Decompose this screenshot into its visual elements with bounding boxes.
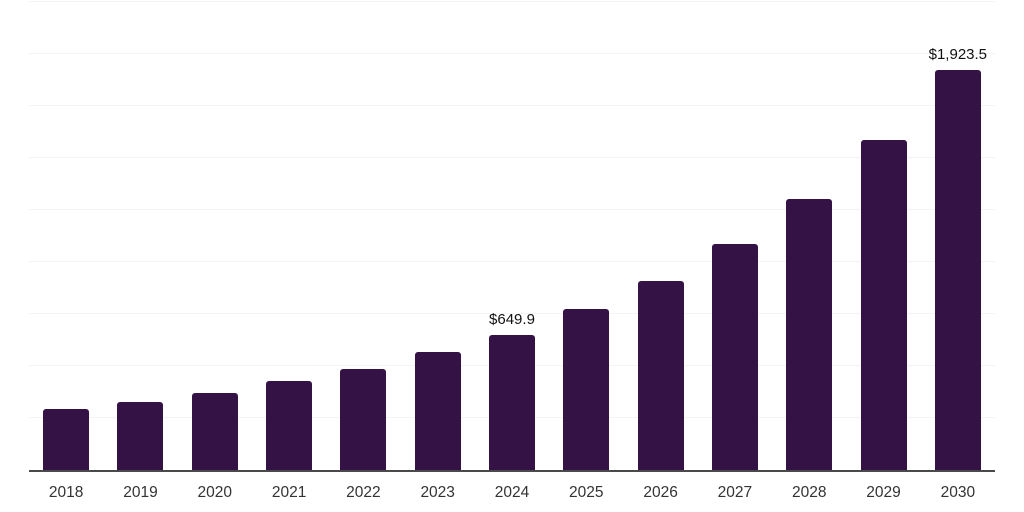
bar-column-2020 <box>178 2 252 470</box>
x-tick-label-2029: 2029 <box>866 484 901 501</box>
bar-2028[interactable] <box>786 198 833 470</box>
x-tick-label-2018: 2018 <box>48 484 84 501</box>
gridline <box>29 157 995 158</box>
bar-column-2018 <box>29 2 103 470</box>
x-tick-label-2020: 2020 <box>197 484 232 501</box>
x-tick-label-2030: 2030 <box>940 484 976 501</box>
bar-2025[interactable] <box>563 309 610 470</box>
bar-2022[interactable] <box>340 368 387 470</box>
x-tick-label-2021: 2021 <box>271 484 307 501</box>
x-tick-label-2024: 2024 <box>494 484 530 501</box>
bar-2023[interactable] <box>414 352 461 470</box>
bar-column-2022 <box>326 2 400 470</box>
bar-2019[interactable] <box>117 402 164 470</box>
bar-2024[interactable] <box>488 334 535 470</box>
bar-value-label-2030: $1,923.5 <box>928 45 988 63</box>
bar-column-2025 <box>549 2 623 470</box>
bar-2020[interactable] <box>191 392 238 470</box>
gridline <box>29 261 995 262</box>
bar-2018[interactable] <box>43 408 90 470</box>
bar-column-2024: $649.9 <box>475 2 549 470</box>
plot-area: $649.9 $1,923.5 <box>29 1 995 472</box>
x-axis: 2018 2019 2020 2021 2022 2023 2024 2025 2026 2027… <box>29 484 995 506</box>
x-tick-label-2028: 2028 <box>791 484 827 501</box>
bar-2027[interactable] <box>711 243 758 470</box>
bar-column-2029 <box>846 2 920 470</box>
x-tick-label-2023: 2023 <box>420 484 455 501</box>
x-tick-label-2022: 2022 <box>346 484 381 501</box>
gridline <box>29 53 995 54</box>
x-tick-label-2026: 2026 <box>643 484 678 501</box>
gridline <box>29 209 995 210</box>
bar-column-2030: $1,923.5 <box>921 2 995 470</box>
bar-column-2021 <box>252 2 326 470</box>
bar-value-label-2024: $649.9 <box>489 310 535 328</box>
x-tick-label-2019: 2019 <box>123 484 158 501</box>
bar-2030[interactable] <box>934 69 981 470</box>
gridline <box>29 105 995 106</box>
x-tick-label-2025: 2025 <box>569 484 604 501</box>
gridline <box>29 313 995 314</box>
bar-column-2027 <box>698 2 772 470</box>
bar-column-2028 <box>772 2 846 470</box>
bar-2021[interactable] <box>266 381 313 470</box>
bar-column-2023 <box>401 2 475 470</box>
bar-2029[interactable] <box>860 140 907 470</box>
bar-column-2026 <box>623 2 697 470</box>
x-tick-label-2027: 2027 <box>717 484 753 501</box>
bar-2026[interactable] <box>637 280 684 470</box>
bar-column-2019 <box>103 2 177 470</box>
gridline <box>29 1 995 2</box>
